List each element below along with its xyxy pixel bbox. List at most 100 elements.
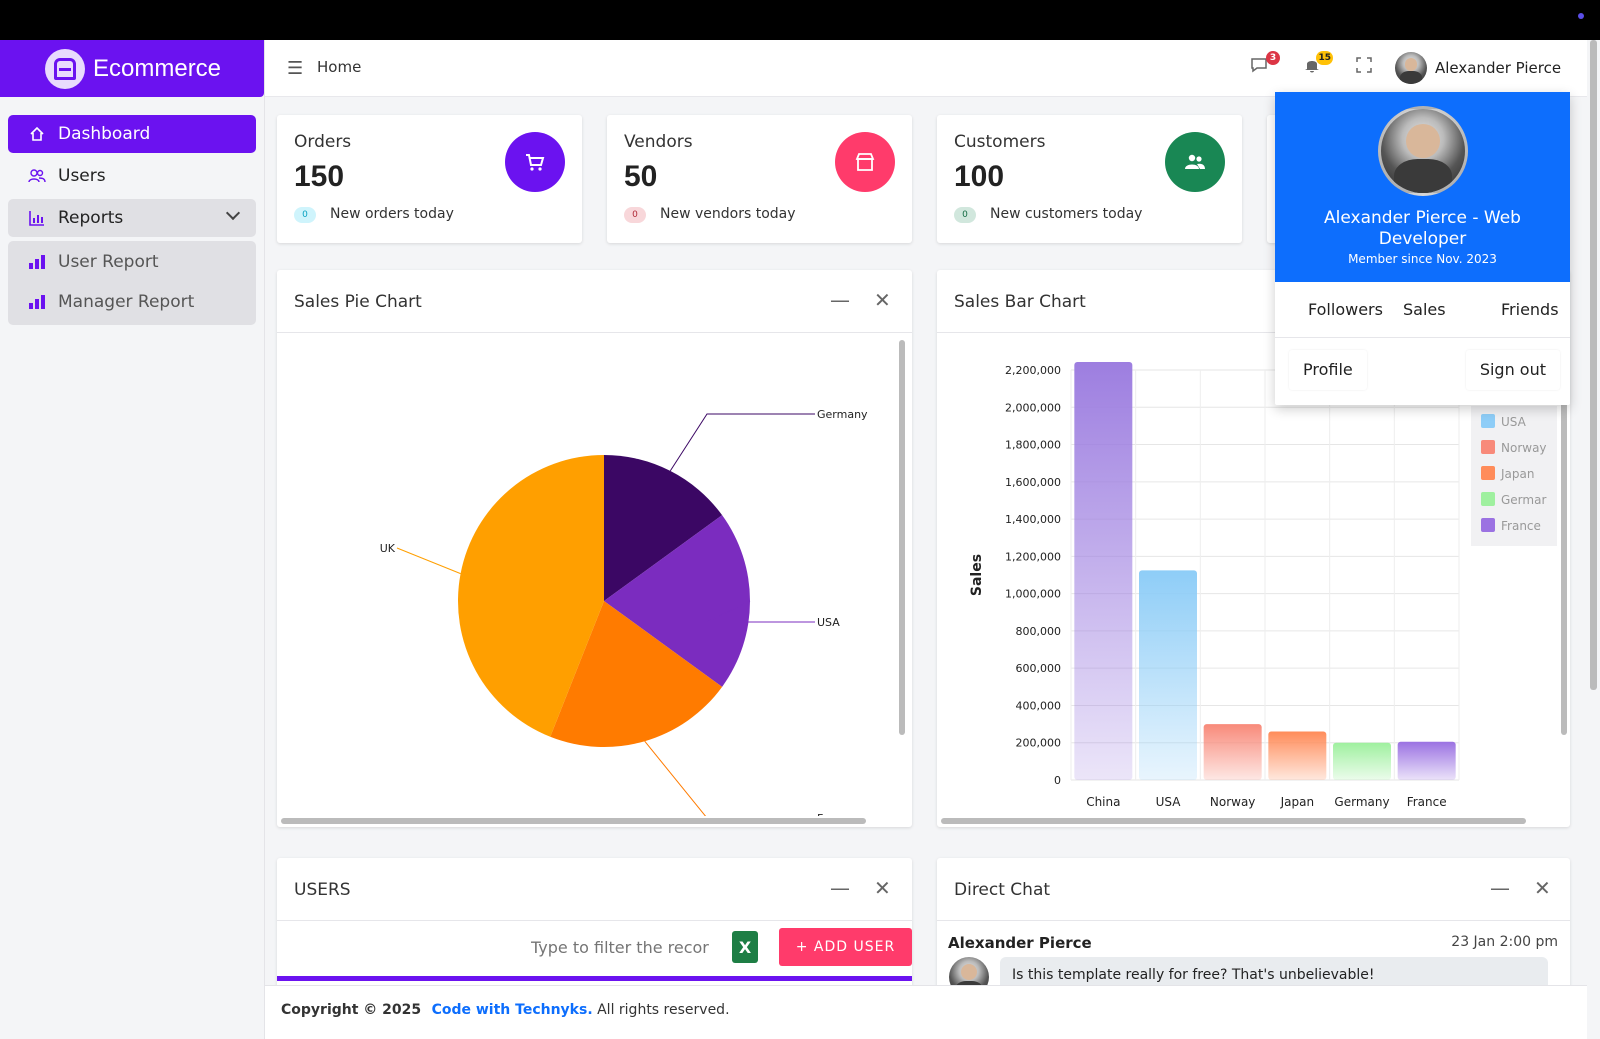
pie-label-line bbox=[706, 600, 815, 623]
stat-chip: 0 bbox=[954, 207, 976, 223]
panel-header: USERS — ✕ bbox=[277, 858, 912, 921]
pie-chart: Germany USA France UK bbox=[380, 408, 868, 816]
legend-label[interactable]: USA bbox=[1501, 415, 1527, 429]
pie-label-uk: UK bbox=[380, 542, 396, 555]
store-icon[interactable] bbox=[835, 132, 895, 192]
chat-message-text: Is this template really for free? That's… bbox=[1012, 967, 1375, 983]
pie-label-line bbox=[644, 740, 707, 816]
brand[interactable]: Ecommerce bbox=[0, 40, 264, 97]
footer-link[interactable]: Code with Technyks. bbox=[431, 1002, 593, 1018]
bar-japan[interactable] bbox=[1268, 731, 1327, 780]
stat-value: 50 bbox=[624, 160, 658, 193]
chat-time: 23 Jan 2:00 pm bbox=[1451, 934, 1558, 950]
stat-card-orders: Orders 150 0 New orders today bbox=[277, 115, 582, 243]
panel-title: Direct Chat bbox=[954, 880, 1051, 900]
legend-swatch[interactable] bbox=[1481, 440, 1495, 454]
close-icon[interactable]: ✕ bbox=[874, 288, 891, 312]
user-menu-toggle[interactable]: Alexander Pierce bbox=[1395, 48, 1561, 88]
bar-france[interactable] bbox=[1397, 741, 1456, 780]
pie-slice-germany[interactable] bbox=[604, 455, 723, 601]
minimize-icon[interactable]: — bbox=[1490, 876, 1510, 900]
sidebar-item-user-report[interactable]: User Report bbox=[8, 243, 256, 281]
bar-norway[interactable] bbox=[1203, 724, 1262, 780]
y-tick-label: 0 bbox=[1054, 774, 1061, 787]
window-top-bar bbox=[0, 0, 1600, 40]
sales-link[interactable]: Sales bbox=[1403, 300, 1446, 319]
pie-scrollbar-vertical[interactable] bbox=[899, 340, 905, 735]
legend-swatch[interactable] bbox=[1481, 466, 1495, 480]
minimize-icon[interactable]: — bbox=[830, 288, 850, 312]
reports-submenu: User Report Manager Report bbox=[8, 241, 256, 325]
sign-out-button[interactable]: Sign out bbox=[1465, 350, 1560, 390]
legend-swatch[interactable] bbox=[1481, 518, 1495, 532]
sidebar-item-reports[interactable]: Reports bbox=[8, 199, 256, 237]
bar-scrollbar-vertical[interactable] bbox=[1561, 340, 1567, 735]
stat-value: 100 bbox=[954, 160, 1005, 193]
bar-usa[interactable] bbox=[1139, 570, 1197, 780]
panel-header: Direct Chat — ✕ bbox=[937, 858, 1570, 921]
pie-scrollbar-horizontal[interactable] bbox=[281, 818, 866, 824]
pie-slice-uk[interactable] bbox=[458, 455, 604, 737]
brand-name: Ecommerce bbox=[93, 54, 222, 82]
people-icon[interactable] bbox=[1165, 132, 1225, 192]
y-tick-label: 2,000,000 bbox=[1005, 401, 1061, 414]
sidebar-item-users[interactable]: Users bbox=[8, 157, 256, 195]
users-filter-input[interactable] bbox=[521, 929, 709, 965]
panel-title: Sales Bar Chart bbox=[954, 292, 1086, 312]
add-user-button[interactable]: + ADD USER bbox=[779, 928, 912, 966]
bell-icon[interactable]: 15 bbox=[1303, 51, 1333, 78]
avatar bbox=[1395, 52, 1427, 84]
sidebar-item-manager-report[interactable]: Manager Report bbox=[8, 283, 256, 321]
legend-label[interactable]: Norway bbox=[1501, 441, 1547, 455]
panel-title: Sales Pie Chart bbox=[294, 292, 422, 312]
stat-chip: 0 bbox=[294, 207, 316, 223]
legend-swatch[interactable] bbox=[1481, 492, 1495, 506]
footer-copyright: Copyright © 2025 bbox=[281, 1002, 422, 1018]
user-name: Alexander Pierce bbox=[1435, 59, 1562, 77]
excel-export-icon[interactable]: X bbox=[732, 931, 758, 963]
sidebar-item-label: Dashboard bbox=[58, 124, 151, 144]
panel-header: Sales Bar Chart bbox=[937, 270, 1570, 333]
footer: Copyright © 2025 Code with Technyks. All… bbox=[265, 985, 1587, 1039]
page-scrollbar[interactable] bbox=[1590, 40, 1597, 690]
legend-swatch[interactable] bbox=[1481, 414, 1495, 428]
stat-label: Orders bbox=[294, 132, 352, 152]
pie-slice-france[interactable] bbox=[550, 601, 723, 747]
fullscreen-icon[interactable] bbox=[1355, 56, 1377, 78]
pie-slice-usa[interactable] bbox=[604, 515, 750, 687]
sidebar-item-dashboard[interactable]: Dashboard bbox=[8, 115, 256, 153]
y-axis-label: Sales bbox=[969, 554, 985, 596]
sidebar: Ecommerce Dashboard Users Reports bbox=[0, 40, 265, 1039]
stat-value: 150 bbox=[294, 160, 345, 193]
cart-icon[interactable] bbox=[505, 132, 565, 192]
users-table-header-bar bbox=[277, 976, 912, 981]
close-icon[interactable]: ✕ bbox=[1534, 876, 1551, 900]
user-dropdown-since: Member since Nov. 2023 bbox=[1348, 252, 1497, 266]
close-icon[interactable]: ✕ bbox=[874, 876, 891, 900]
y-tick-label: 800,000 bbox=[1016, 625, 1062, 638]
messages-icon[interactable]: 3 bbox=[1250, 51, 1280, 78]
panel-header: Sales Pie Chart — ✕ bbox=[277, 270, 912, 333]
direct-chat-panel: Direct Chat — ✕ Alexander Pierce 23 Jan … bbox=[937, 858, 1570, 998]
profile-button[interactable]: Profile bbox=[1289, 350, 1367, 390]
pie-label-germany: Germany bbox=[817, 408, 868, 421]
bar-germany[interactable] bbox=[1333, 742, 1391, 780]
hamburger-menu-icon[interactable]: ☰ bbox=[287, 58, 304, 79]
legend-label[interactable]: Germar bbox=[1501, 493, 1546, 507]
bar-china[interactable] bbox=[1074, 362, 1133, 780]
y-tick-label: 1,400,000 bbox=[1005, 513, 1061, 526]
followers-link[interactable]: Followers bbox=[1308, 300, 1383, 319]
friends-link[interactable]: Friends bbox=[1501, 300, 1559, 319]
notifications-badge: 15 bbox=[1316, 51, 1333, 65]
stat-subtext: New vendors today bbox=[660, 206, 796, 222]
brand-logo-icon bbox=[45, 48, 85, 89]
y-tick-label: 600,000 bbox=[1016, 662, 1062, 675]
legend-label[interactable]: France bbox=[1501, 519, 1541, 533]
bar-scrollbar-horizontal[interactable] bbox=[941, 818, 1526, 824]
footer-rights: All rights reserved. bbox=[597, 1002, 730, 1018]
stat-label: Vendors bbox=[624, 132, 693, 152]
minimize-icon[interactable]: — bbox=[830, 876, 850, 900]
breadcrumb-home[interactable]: Home bbox=[317, 58, 362, 76]
y-tick-label: 200,000 bbox=[1016, 737, 1062, 750]
legend-label[interactable]: Japan bbox=[1500, 467, 1534, 481]
